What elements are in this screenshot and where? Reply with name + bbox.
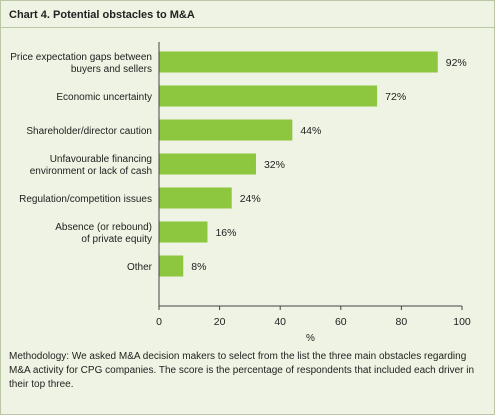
bar-chart: 92% Price expectation gaps betweenbuyers … [10,42,471,344]
bar-0 [159,51,438,73]
data-label-1: 72% [385,91,406,103]
data-label-2: 44% [300,125,321,137]
x-tick-label-2: 40 [274,316,286,328]
data-label-4: 24% [240,193,261,205]
x-tick-label-0: 0 [156,316,162,328]
bar-3 [159,153,256,175]
category-label-1-0: Economic uncertainty [56,92,152,103]
data-label-6: 8% [191,261,206,273]
category-label-3-0: Unfavourable financing [50,154,152,165]
chart-title: Chart 4. Potential obstacles to M&A [9,9,195,21]
x-tick-label-1: 20 [214,316,226,328]
category-label-4-0: Regulation/competition issues [19,194,152,205]
category-label-3-1: environment or lack of cash [30,166,152,177]
methodology-note: Methodology: We asked M&A decision maker… [9,351,475,390]
category-label-5-0: Absence (or rebound) [55,222,152,233]
bar-1 [159,85,378,107]
category-label-0-0: Price expectation gaps between [10,52,152,63]
data-label-0: 92% [446,57,467,69]
category-label-6-0: Other [127,262,153,273]
category-label-2-0: Shareholder/director caution [26,126,152,137]
category-label-5-1: of private equity [81,234,152,245]
data-label-5: 16% [215,227,236,239]
x-tick-label-5: 100 [453,316,471,328]
category-label-0-1: buyers and sellers [71,64,152,75]
data-label-3: 32% [264,159,285,171]
bar-5 [159,221,208,243]
x-tick-label-4: 80 [396,316,408,328]
bar-2 [159,119,293,141]
bar-4 [159,187,232,209]
x-tick-label-3: 60 [335,316,347,328]
x-axis-label: % [306,333,315,344]
bar-6 [159,255,184,277]
title-divider [0,27,495,28]
